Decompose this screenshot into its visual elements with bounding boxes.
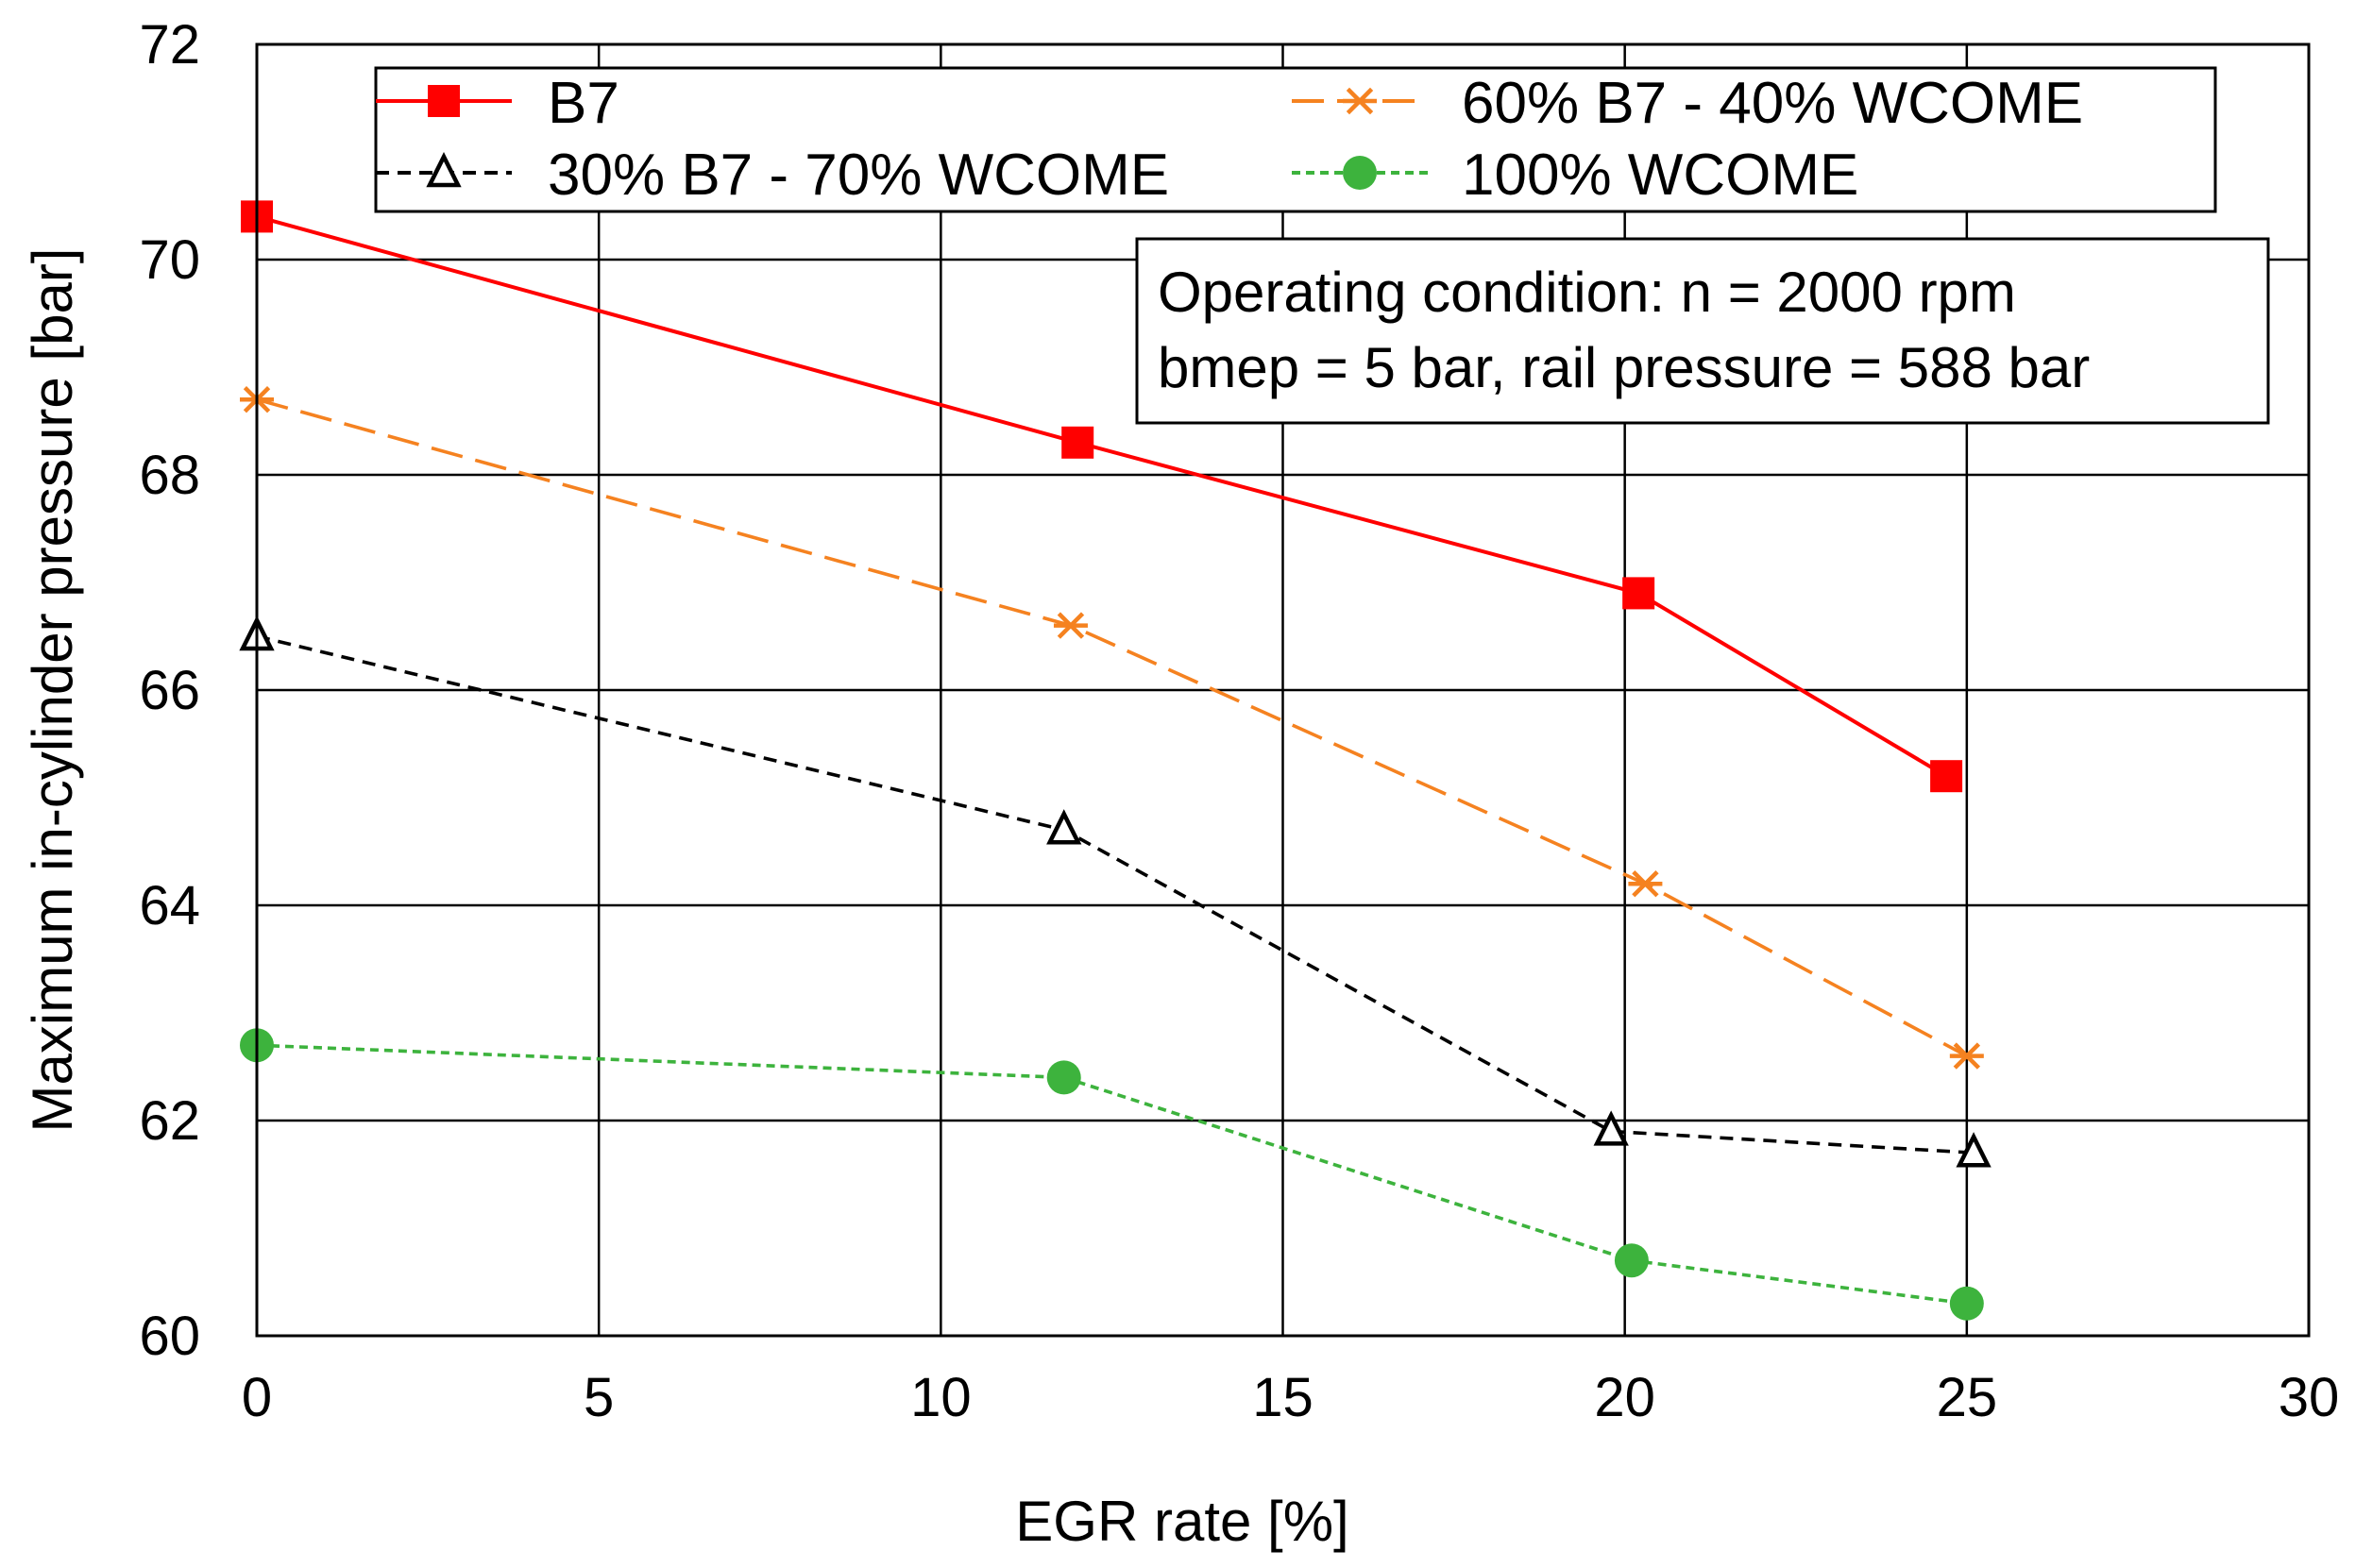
series-markers — [239, 200, 1992, 1321]
series-lines — [256, 214, 1975, 1306]
y-tick-label-64: 64 — [139, 875, 200, 936]
legend-marker-30-b7-70-wcome — [426, 151, 462, 188]
y-tick-label-60: 60 — [139, 1306, 200, 1367]
marker-b7-3 — [1930, 760, 1963, 793]
marker-30-b7-70-wcome-1 — [1046, 809, 1082, 845]
marker-60-b7-40-wcome-2 — [1628, 870, 1663, 898]
y-tick-label-62: 62 — [139, 1090, 200, 1152]
x-tick-label-25: 25 — [1937, 1367, 1998, 1428]
marker-30-b7-70-wcome-2 — [1593, 1110, 1629, 1146]
marker-30-b7-70-wcome-3 — [1956, 1132, 1992, 1168]
x-tick-label-10: 10 — [910, 1367, 972, 1428]
legend: B7 60% B7 - 40% WCOME 30% B7 - 70% WCOME… — [374, 66, 2217, 213]
series-line-30-b7-70-wcome — [256, 634, 1975, 1155]
x-axis-title: EGR rate [%] — [1015, 1490, 1348, 1553]
y-tick-label-68: 68 — [139, 445, 200, 506]
annotation-line-2: bmep = 5 bar, rail pressure = 588 bar — [1158, 336, 2090, 399]
operating-condition-annotation: Operating condition: n = 2000 rpm bmep =… — [1135, 237, 2270, 425]
marker-b7-2 — [1622, 577, 1655, 610]
x-tick-label-30: 30 — [2279, 1367, 2340, 1428]
x-tick-labels: 0 5 10 15 20 25 30 — [242, 1367, 2339, 1428]
legend-label-b7: B7 — [548, 71, 619, 136]
y-tick-label-72: 72 — [139, 14, 200, 76]
y-tick-label-66: 66 — [139, 660, 200, 721]
y-tick-label-70: 70 — [139, 229, 200, 291]
marker-b7-1 — [1061, 426, 1094, 459]
legend-box — [374, 66, 2217, 213]
series-line-b7 — [256, 214, 1948, 778]
annotation-line-1: Operating condition: n = 2000 rpm — [1158, 261, 2016, 324]
marker-60-b7-40-wcome-3 — [1949, 1042, 1984, 1070]
legend-marker-100-wcome — [1343, 156, 1377, 190]
marker-60-b7-40-wcome-1 — [1053, 612, 1088, 639]
annotation-box — [1135, 237, 2270, 425]
plot-area-border — [255, 42, 2311, 1338]
legend-marker-b7 — [428, 85, 460, 117]
marker-100-wcome-3 — [1949, 1286, 1984, 1321]
marker-100-wcome-2 — [1614, 1243, 1649, 1278]
legend-label-100-wcome: 100% WCOME — [1462, 143, 1858, 208]
y-axis-title: Maximum in-cylinder pressure [bar] — [21, 248, 84, 1133]
marker-100-wcome-1 — [1046, 1060, 1081, 1095]
x-tick-label-0: 0 — [242, 1367, 272, 1428]
series-line-100-wcome — [256, 1043, 1968, 1306]
x-tick-label-5: 5 — [584, 1367, 614, 1428]
legend-label-30-b7-70-wcome: 30% B7 - 70% WCOME — [548, 143, 1169, 208]
x-tick-label-20: 20 — [1594, 1367, 1655, 1428]
series-line-60-b7-40-wcome — [256, 397, 1968, 1058]
legend-label-60-b7-40-wcome: 60% B7 - 40% WCOME — [1462, 71, 2083, 136]
legend-marker-60-b7-40-wcome — [1343, 87, 1377, 115]
legend-swatches — [376, 85, 1428, 190]
y-tick-labels: 60 62 64 66 68 70 72 — [139, 14, 200, 1367]
x-tick-label-15: 15 — [1252, 1367, 1314, 1428]
